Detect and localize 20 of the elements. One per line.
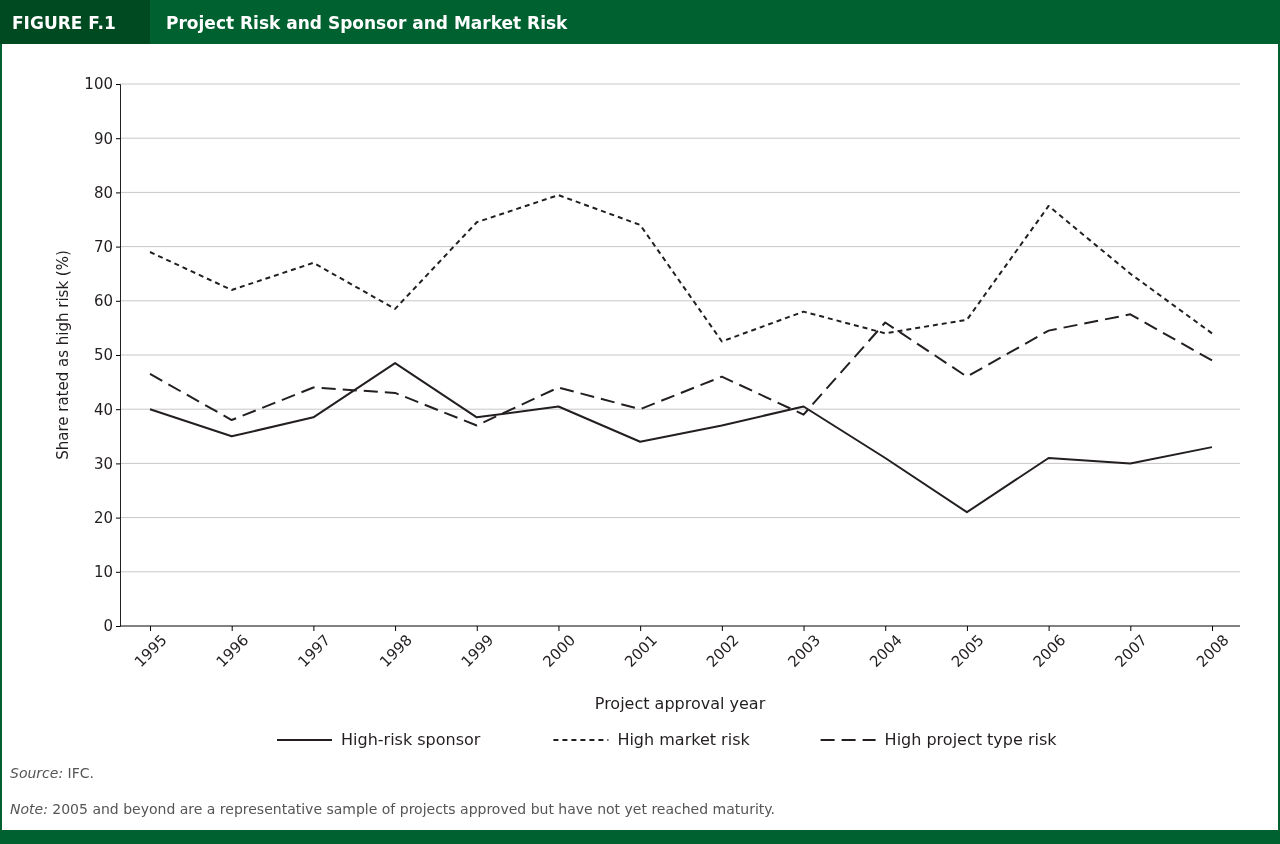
y-tick-label: 30 xyxy=(93,454,113,473)
x-axis-title: Project approval year xyxy=(594,694,766,713)
y-tick-label: 0 xyxy=(103,617,113,636)
y-tick-label: 10 xyxy=(93,563,113,582)
text: Note: 2005 and beyond are a representative sample of projects approved but have not yet reached maturity. xyxy=(10,801,776,817)
y-tick-label: 60 xyxy=(93,292,113,311)
y-tick-label: 80 xyxy=(93,183,113,202)
y-tick-label: 20 xyxy=(93,508,113,527)
chart-title: Project Risk and Sponsor and Market Risk xyxy=(166,13,569,33)
y-tick-label: 100 xyxy=(84,75,113,94)
y-tick-label: 40 xyxy=(93,400,113,419)
legend-label: High-risk sponsor xyxy=(341,730,481,749)
y-axis-title: Share rated as high risk (%) xyxy=(54,250,72,460)
y-tick-label: 50 xyxy=(93,346,113,365)
source-note: Source: IFC. xyxy=(10,765,94,781)
legend-label: High project type risk xyxy=(884,730,1058,749)
y-tick-label: 70 xyxy=(93,237,113,256)
y-tick-label: 90 xyxy=(93,129,113,148)
legend-label: High market risk xyxy=(617,730,751,749)
chart-subtitle: FIGURE F.1 xyxy=(12,13,116,33)
